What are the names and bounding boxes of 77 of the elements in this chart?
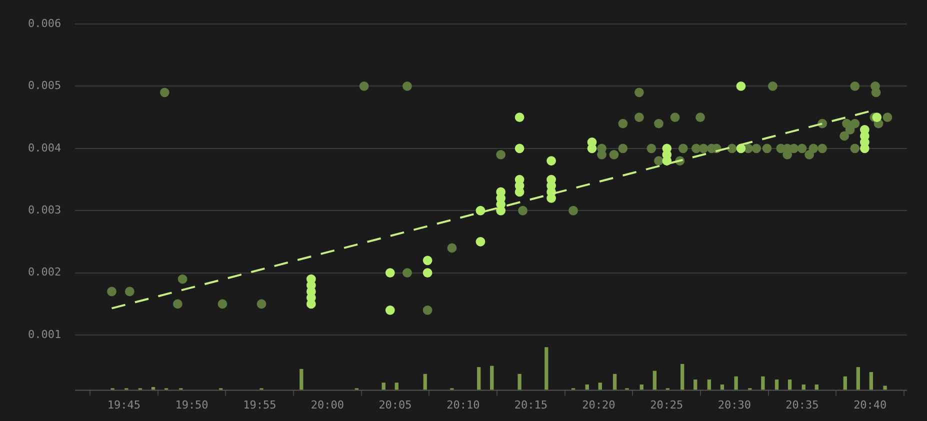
y-tick-label: 0.001 xyxy=(28,328,62,341)
point xyxy=(698,144,708,154)
x-tick-label: 20:10 xyxy=(446,398,480,412)
point xyxy=(546,156,556,166)
point xyxy=(696,112,705,122)
point xyxy=(402,268,412,278)
y-tick-label: 0.005 xyxy=(28,79,62,92)
y-tick-label: 0.006 xyxy=(28,16,62,30)
point xyxy=(850,118,860,128)
point xyxy=(634,112,644,122)
point xyxy=(587,144,597,154)
point xyxy=(476,206,486,216)
point xyxy=(256,299,266,309)
x-tick-label: 20:00 xyxy=(310,398,344,412)
point xyxy=(860,144,870,154)
point xyxy=(402,82,412,91)
point xyxy=(514,112,524,122)
x-tick-label: 20:40 xyxy=(854,398,887,412)
point xyxy=(634,88,644,98)
point xyxy=(850,144,860,154)
y-tick-label: 0.003 xyxy=(28,203,62,216)
point xyxy=(797,144,807,154)
point xyxy=(422,268,432,278)
point xyxy=(178,274,188,284)
point xyxy=(850,82,860,91)
point xyxy=(124,286,134,296)
point xyxy=(496,206,506,216)
point xyxy=(618,144,628,154)
point xyxy=(618,118,628,128)
point xyxy=(447,243,457,253)
point xyxy=(359,82,369,91)
x-tick-label: 19:55 xyxy=(243,398,276,412)
x-tick-label: 20:15 xyxy=(514,398,548,412)
point xyxy=(882,112,892,122)
point xyxy=(818,144,828,154)
x-tick-label: 19:45 xyxy=(107,398,141,412)
point xyxy=(845,125,855,134)
x-tick-label: 19:50 xyxy=(175,398,208,412)
x-tick-label: 20:35 xyxy=(786,398,819,412)
point xyxy=(727,144,737,154)
point xyxy=(670,112,680,122)
x-tick-label: 20:30 xyxy=(718,398,751,412)
point xyxy=(385,268,395,278)
point xyxy=(789,144,799,154)
point xyxy=(496,150,506,160)
point xyxy=(518,206,528,216)
point xyxy=(872,112,882,122)
point xyxy=(840,131,850,141)
point xyxy=(218,299,228,309)
point xyxy=(762,144,772,154)
point xyxy=(768,82,778,91)
point xyxy=(808,144,818,154)
y-tick-label: 0.004 xyxy=(28,141,62,154)
point xyxy=(678,144,688,154)
x-tick-label: 20:25 xyxy=(650,398,684,412)
point xyxy=(609,150,619,160)
point xyxy=(514,144,524,154)
point xyxy=(306,299,316,309)
point xyxy=(385,305,395,315)
point xyxy=(654,118,664,128)
y-tick-label: 0.002 xyxy=(28,266,62,279)
point xyxy=(422,305,432,315)
point xyxy=(568,206,578,216)
x-tick-label: 20:20 xyxy=(582,398,616,412)
point xyxy=(871,88,881,98)
point xyxy=(476,237,486,246)
point xyxy=(752,144,762,154)
point xyxy=(736,82,746,91)
point xyxy=(646,144,656,154)
point xyxy=(107,286,116,296)
point xyxy=(172,299,182,309)
point xyxy=(662,156,672,166)
point xyxy=(514,187,524,197)
point xyxy=(422,256,432,266)
point xyxy=(654,156,664,166)
point xyxy=(160,88,170,98)
x-tick-label: 20:05 xyxy=(378,398,412,412)
